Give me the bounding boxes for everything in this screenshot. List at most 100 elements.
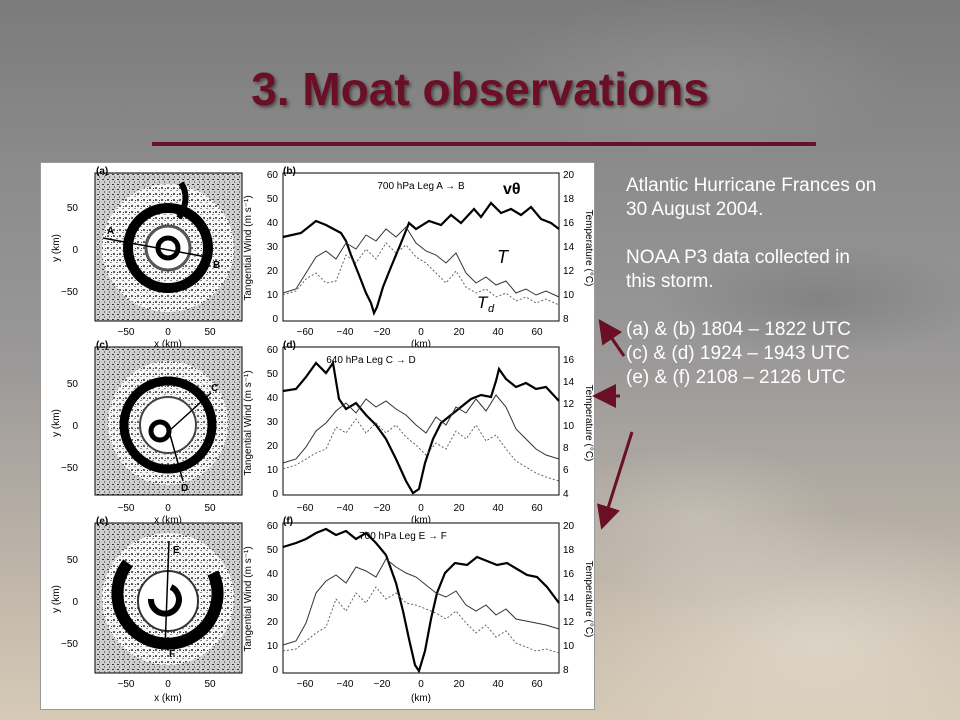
- desc-line: NOAA P3 data collected in: [626, 247, 850, 268]
- temp-ytick: 6: [563, 465, 569, 476]
- leg-title-ab: 700 hPa Leg A → B: [377, 181, 465, 192]
- leg-label-e-start: E: [173, 545, 180, 556]
- wind-ytick: 40: [267, 569, 279, 580]
- wind-ytick: 60: [267, 521, 279, 532]
- temp-ytick: 16: [563, 355, 575, 366]
- temp-ytick: 10: [563, 641, 575, 652]
- map-ytick: 0: [72, 421, 78, 432]
- wind-ytick: 50: [267, 369, 279, 380]
- leg-title-cd: 640 hPa Leg C → D: [326, 355, 416, 366]
- map-ylabel: y (km): [51, 409, 62, 437]
- plot-xtick: −60: [297, 503, 314, 514]
- plot-xtick: −60: [297, 327, 314, 338]
- plot-xtick: 40: [492, 503, 504, 514]
- plot-xtick: 60: [531, 503, 543, 514]
- row-2: C D (c) 50 0 −50 y (km) −50 0 50 x (km) …: [51, 340, 594, 526]
- temp-ytick: 8: [563, 665, 569, 676]
- plot-xtick: 40: [492, 327, 504, 338]
- temp-ytick: 14: [563, 593, 575, 604]
- wind-ytick: 50: [267, 545, 279, 556]
- Td-annotation: T: [477, 293, 489, 312]
- row-1: A B (a) 50 0 −50 y (km) −50 0 50 x (km) …: [51, 166, 594, 350]
- plot-xtick: −20: [374, 503, 391, 514]
- temp-ytick: 14: [563, 242, 575, 253]
- radar-map-c: C D: [94, 346, 243, 496]
- map-xtick: 0: [165, 679, 171, 690]
- desc-line: Atlantic Hurricane Frances on: [626, 175, 877, 196]
- plot-xtick: 40: [492, 679, 504, 690]
- map-ytick: −50: [61, 287, 78, 298]
- temp-ytick: 8: [563, 443, 569, 454]
- map-xtick: 50: [204, 503, 216, 514]
- map-ytick: 50: [67, 555, 79, 566]
- temp-ytick: 16: [563, 218, 575, 229]
- plot-xtick: 60: [531, 327, 543, 338]
- T-annotation: T: [497, 247, 510, 267]
- radar-map-a: A B: [94, 172, 243, 322]
- description-text: Atlantic Hurricane Frances on 30 August …: [626, 174, 956, 390]
- plot-xtick: −20: [374, 327, 391, 338]
- plot-xtick: 0: [418, 327, 424, 338]
- map-xlabel: x (km): [154, 693, 182, 704]
- time-range-ab: (a) & (b) 1804 – 1822 UTC: [626, 319, 851, 340]
- temp-ytick: 20: [563, 521, 575, 532]
- panel-label-f: (f): [283, 516, 293, 527]
- leg-label-d-end: D: [181, 483, 188, 494]
- wind-ytick: 10: [267, 641, 279, 652]
- temp-ytick: 20: [563, 170, 575, 181]
- arrow-down-icon: [596, 431, 634, 530]
- time-range-ef: (e) & (f) 2108 – 2126 UTC: [626, 367, 846, 388]
- temp-ytick: 12: [563, 266, 575, 277]
- plot-xtick: 20: [453, 503, 465, 514]
- plot-xlabel: (km): [411, 693, 431, 704]
- wind-ytick: 20: [267, 441, 279, 452]
- radar-map-e: E F: [94, 522, 243, 674]
- plot-xtick: −20: [374, 679, 391, 690]
- wind-ytick: 60: [267, 170, 279, 181]
- wind-ytick: 0: [272, 314, 278, 325]
- plot-xtick: −40: [337, 327, 354, 338]
- wind-temp-plot-f: [282, 522, 560, 674]
- leg-label-b-end: B: [213, 260, 220, 271]
- title-underline: [152, 142, 816, 146]
- plot-xtick: −40: [337, 503, 354, 514]
- wind-ytick: 10: [267, 465, 279, 476]
- wind-ytick: 0: [272, 665, 278, 676]
- wind-temp-plot-d: [282, 346, 560, 496]
- slide-title: 3. Moat observations: [251, 63, 709, 115]
- figure-panels: A B (a) 50 0 −50 y (km) −50 0 50 x (km) …: [51, 166, 594, 704]
- temp-ytick: 10: [563, 421, 575, 432]
- wind-ytick: 10: [267, 290, 279, 301]
- panel-label-d: (d): [283, 340, 296, 351]
- temp-ylabel: Temperature (°C): [583, 210, 594, 287]
- temp-ylabel: Temperature (°C): [583, 561, 594, 638]
- plot-xtick: 20: [453, 679, 465, 690]
- arrow-up-icon: [598, 319, 626, 357]
- map-xtick: 0: [165, 327, 171, 338]
- leg-label-c-start: C: [211, 383, 218, 394]
- wind-ytick: 40: [267, 393, 279, 404]
- plot-xtick: 0: [418, 503, 424, 514]
- map-xlabel: x (km): [154, 515, 182, 526]
- leg-label-f-end: F: [169, 649, 175, 660]
- wind-ylabel: Tangential Wind (m s⁻¹): [243, 546, 254, 651]
- wind-ytick: 40: [267, 218, 279, 229]
- map-xtick: −50: [118, 503, 135, 514]
- row-3: E F (e) 50 0 −50 y (km) −50 0 50 x (km) …: [51, 516, 594, 704]
- map-ytick: 50: [67, 379, 79, 390]
- wind-temp-plot-b: vθ T T d: [282, 172, 560, 322]
- temp-ytick: 14: [563, 377, 575, 388]
- plot-xtick: −60: [297, 679, 314, 690]
- temp-ytick: 18: [563, 194, 575, 205]
- wind-ytick: 30: [267, 242, 279, 253]
- map-xtick: −50: [118, 679, 135, 690]
- wind-ytick: 60: [267, 345, 279, 356]
- plot-xlabel: (km): [411, 339, 431, 350]
- wind-ytick: 30: [267, 417, 279, 428]
- wind-ytick: 20: [267, 266, 279, 277]
- panel-label-b: (b): [283, 166, 296, 177]
- wind-ytick: 50: [267, 194, 279, 205]
- wind-ytick: 0: [272, 489, 278, 500]
- map-xtick: −50: [118, 327, 135, 338]
- panel-label-e: (e): [96, 516, 108, 527]
